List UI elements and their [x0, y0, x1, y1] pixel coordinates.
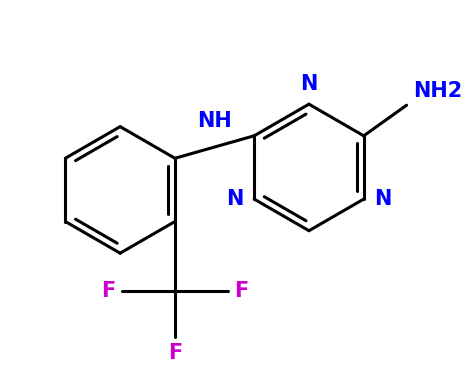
Text: F: F: [168, 343, 182, 363]
Text: N: N: [300, 74, 318, 94]
Text: N: N: [374, 189, 391, 209]
Text: F: F: [234, 281, 248, 301]
Text: NH2: NH2: [413, 81, 462, 101]
Text: NH: NH: [197, 111, 232, 131]
Text: N: N: [227, 189, 244, 209]
Text: F: F: [101, 281, 116, 301]
